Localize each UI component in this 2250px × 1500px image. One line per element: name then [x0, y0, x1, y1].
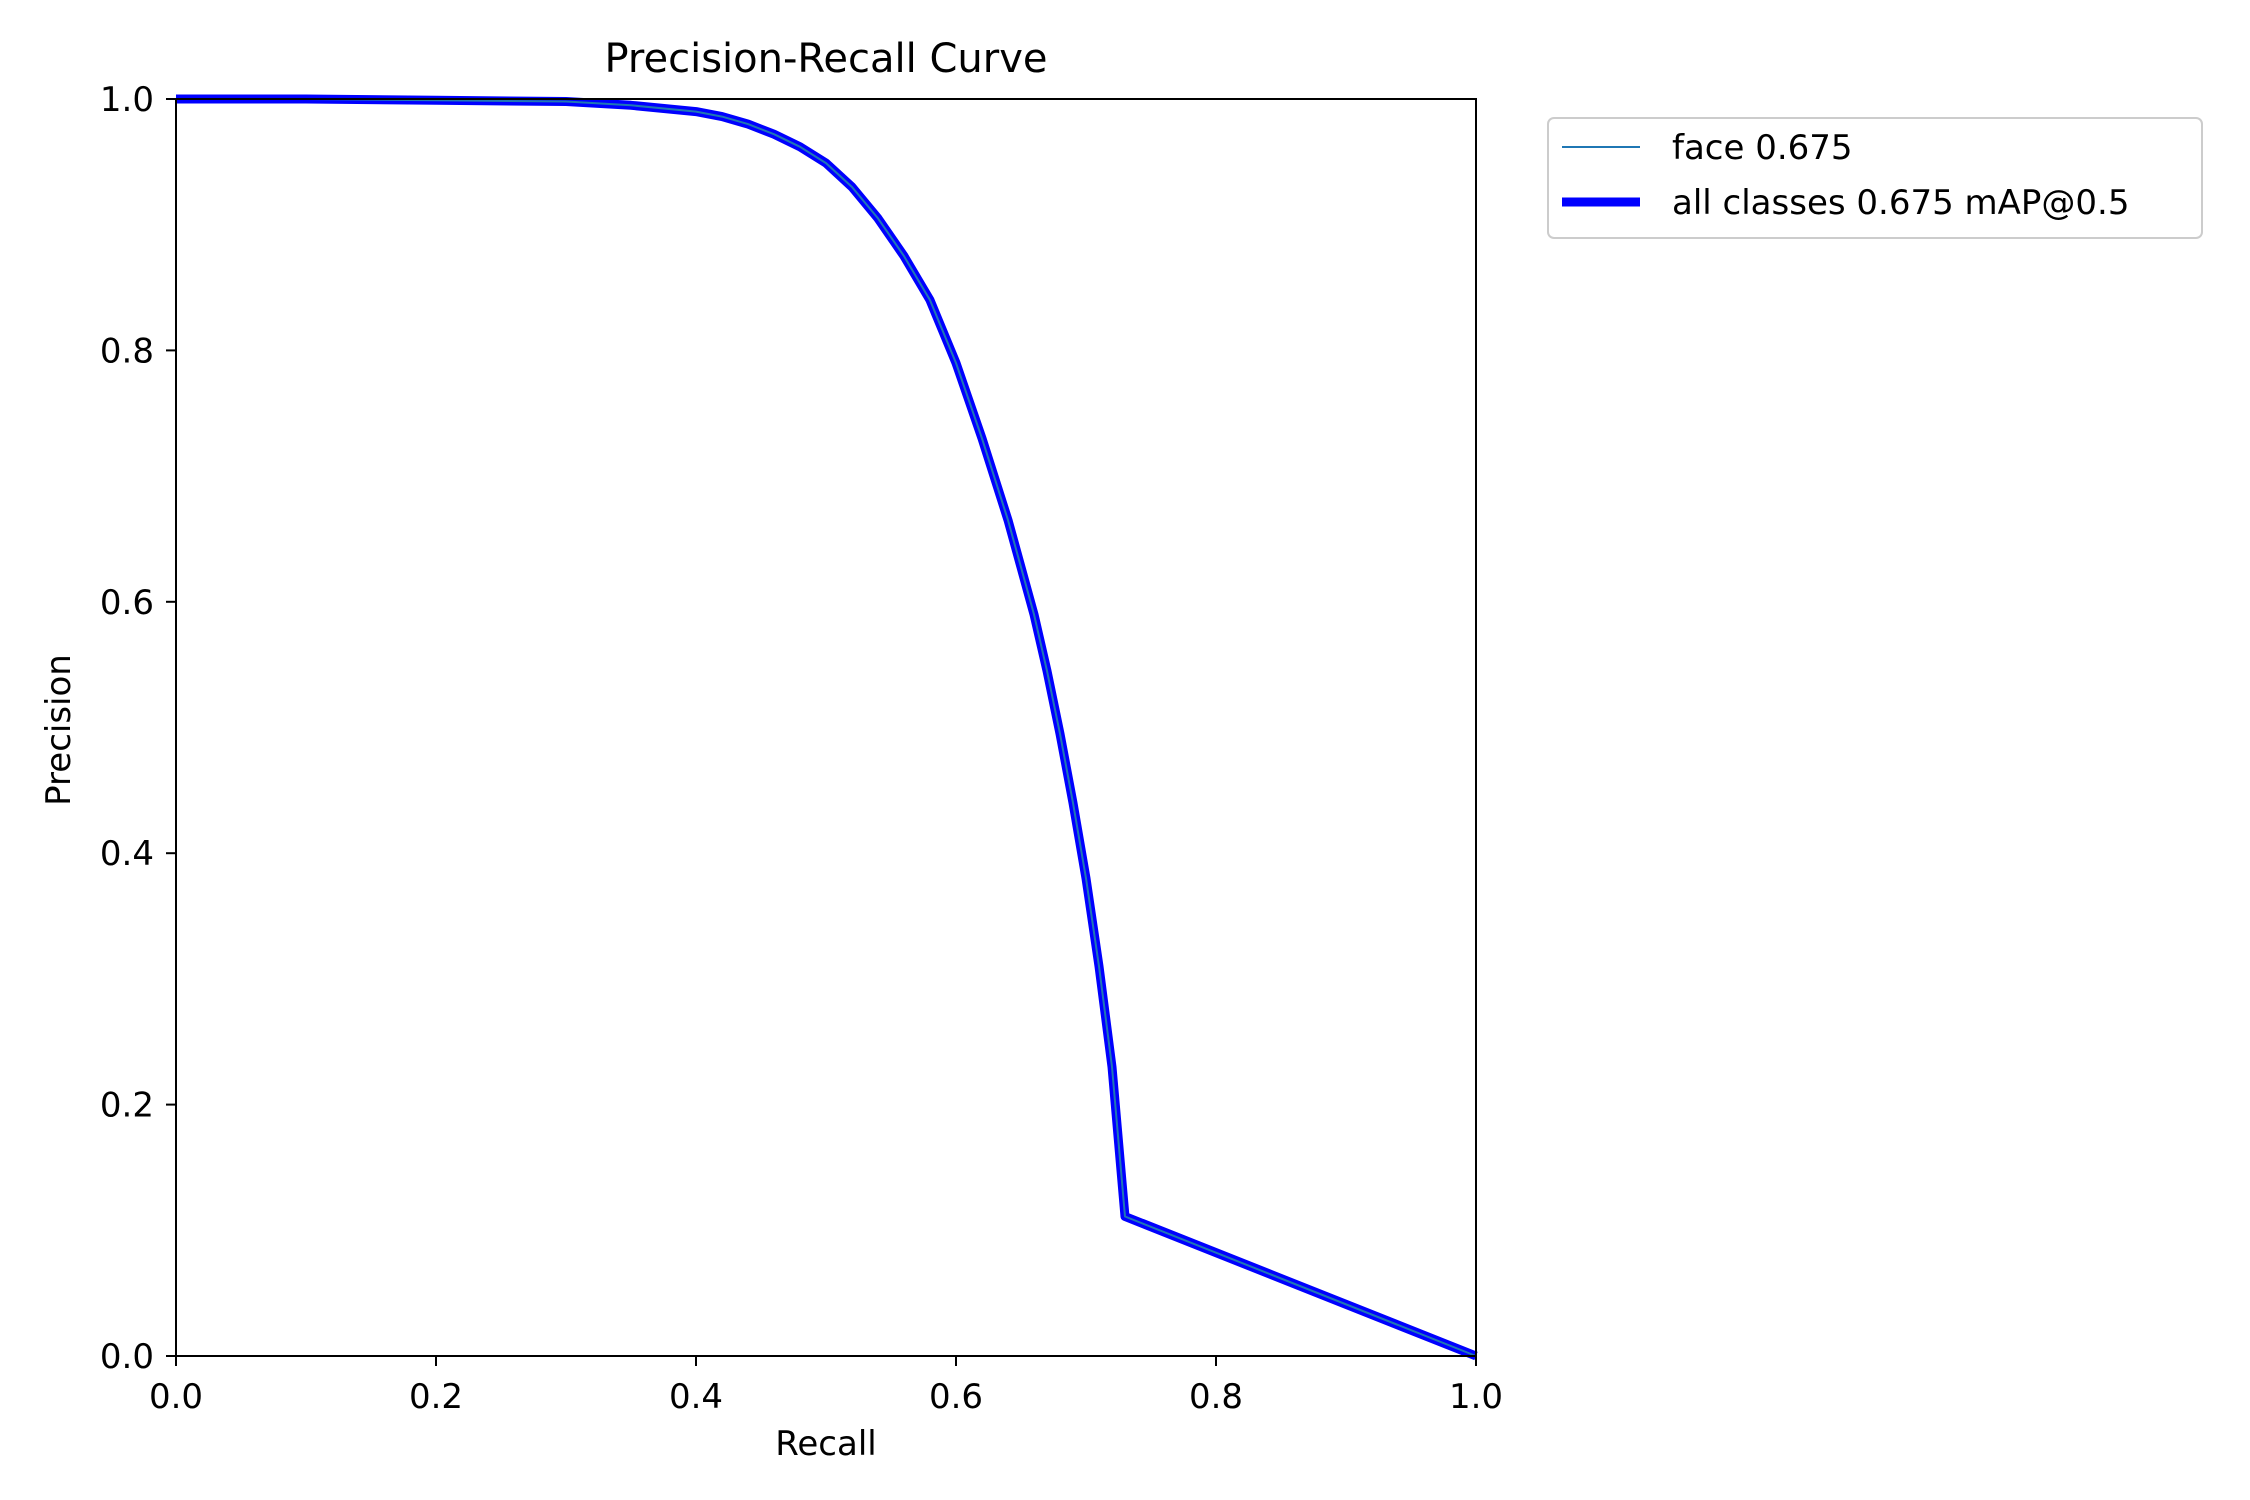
x-tick-label: 0.4 — [669, 1377, 723, 1417]
y-tick-label: 0.6 — [100, 583, 154, 623]
legend-box — [1547, 117, 2203, 239]
x-tick-label: 0.6 — [929, 1377, 983, 1417]
legend-label-all-classes: all classes 0.675 mAP@0.5 — [1672, 183, 2129, 223]
y-tick-label: 0.4 — [100, 834, 154, 874]
y-tick-label: 0.2 — [100, 1086, 154, 1126]
x-tick-label: 0.2 — [409, 1377, 463, 1417]
x-tick-label: 0.0 — [149, 1377, 203, 1417]
y-tick-label: 0.8 — [100, 331, 154, 371]
y-tick-label: 0.0 — [100, 1337, 154, 1377]
legend-label-face: face 0.675 — [1672, 128, 1853, 168]
chart-title: Precision-Recall Curve — [605, 36, 1048, 82]
series-layer — [176, 94, 1478, 1361]
axes-layer: 0.0 0.2 0.4 0.6 0.8 1.0 0.0 0.2 0.4 0.6 0.8 1.0 — [100, 80, 1503, 1417]
series-line-0 — [176, 98, 1477, 1357]
x-tick-label: 0.8 — [1189, 1377, 1243, 1417]
plot-frame — [175, 98, 1477, 1357]
legend: face 0.675 all classes 0.675 mAP@0.5 — [1547, 117, 2203, 239]
y-axis-label: Precision — [39, 654, 79, 806]
x-tick-label: 1.0 — [1449, 1377, 1503, 1417]
x-axis-label: Recall — [775, 1424, 876, 1464]
y-tick-label: 1.0 — [100, 80, 154, 120]
